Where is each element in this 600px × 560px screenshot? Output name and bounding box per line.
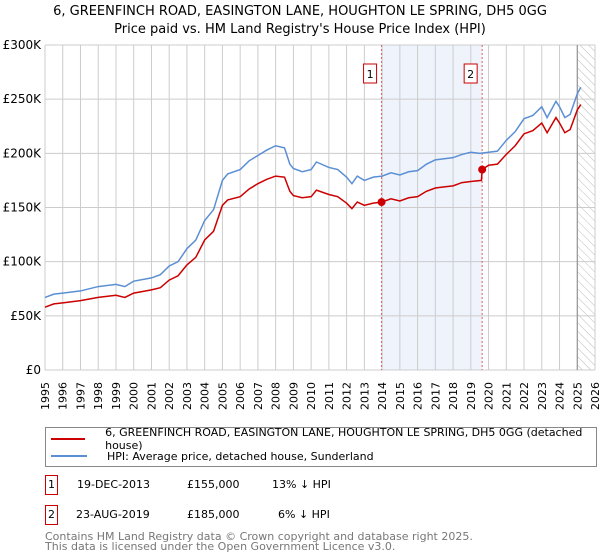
y-tick-label: £200K [3,146,43,160]
x-tick-label: 2011 [323,382,336,410]
y-tick-label: £100K [3,255,43,269]
transaction-price: £155,000 [187,478,240,491]
price-chart: 1995 1996 1997 1998 1999 2000 2001 2002 2003 2004… [3,38,600,410]
x-tick-label: 2001 [145,382,158,410]
x-tick-label: 2022 [518,382,531,410]
transaction-row: 1 19-DEC-2013 £155,000 13% ↓ HPI [45,475,545,495]
x-tick-label: 2020 [483,382,496,410]
transaction-hpi-diff: 6% ↓ HPI [278,508,330,521]
x-tick-label: 2014 [376,382,389,410]
y-tick-label: £50K [10,309,42,323]
x-tick-label: 2006 [234,382,247,410]
x-tick-label: 2024 [554,382,567,410]
x-tick-label: 2016 [412,382,425,410]
x-tick-label: 2010 [305,382,318,410]
x-tick-label: 2007 [252,382,265,410]
sale-point [478,165,487,174]
x-tick-label: 2002 [163,382,176,410]
x-tick-label: 2019 [465,382,478,410]
x-tick-label: 2023 [536,382,549,410]
transaction-date: 23-AUG-2019 [76,508,150,521]
legend: 6, GREENFINCH ROAD, EASINGTON LANE, HOUG… [45,426,597,467]
x-tick-label: 2017 [429,382,442,410]
sale-marker-box [463,63,478,84]
transaction-price: £185,000 [187,508,240,521]
hpi-line [44,86,582,299]
x-tick-label: 1999 [110,382,123,410]
x-tick-label: 1995 [39,382,52,410]
sale-marker-label: 1 [367,68,374,81]
x-tick-label: 1997 [74,382,87,410]
transaction-hpi-diff: 13% ↓ HPI [272,478,331,491]
x-tick-label: 2009 [287,382,300,410]
x-tick-label: 2026 [589,382,600,410]
y-tick-label: £300K [3,38,43,52]
chart-title: 6, GREENFINCH ROAD, EASINGTON LANE, HOUG… [53,4,547,19]
x-tick-label: 2025 [571,382,584,410]
legend-hpi-label: HPI: Average price, detached house, Sund… [107,449,374,463]
y-tick-label: £0 [26,363,41,377]
x-tick-label: 2015 [394,382,407,410]
footer-licence: This data is licensed under the Open Gov… [45,540,396,553]
x-tick-label: 2012 [341,382,354,410]
y-tick-label: £250K [3,92,43,106]
x-tick-label: 2005 [216,382,229,410]
x-tick-label: 2000 [128,382,141,410]
x-tick-label: 1998 [92,382,105,410]
legend-property-swatch [51,438,86,440]
x-tick-label: 1996 [57,382,70,410]
legend-property-label: 6, GREENFINCH ROAD, EASINGTON LANE, HOUG… [105,426,583,452]
chart-subtitle: Price paid vs. HM Land Registry's House … [114,22,486,37]
transaction-number: 2 [45,505,58,525]
sale-marker-box [363,63,378,84]
sale-marker-label: 2 [467,68,474,81]
y-tick-label: £150K [3,201,43,215]
property-line [44,104,582,308]
x-tick-label: 2021 [500,382,513,410]
sale-point [377,198,386,207]
transaction-number: 1 [45,475,58,495]
legend-hpi-swatch [51,455,87,457]
x-tick-label: 2018 [447,382,460,410]
x-tick-label: 2013 [358,382,371,410]
transaction-row: 2 23-AUG-2019 £185,000 6% ↓ HPI [45,505,545,525]
x-tick-label: 2008 [270,382,283,410]
transaction-date: 19-DEC-2013 [77,478,151,491]
x-tick-label: 2003 [181,382,194,410]
footer-copyright: Contains HM Land Registry data © Crown c… [45,530,473,543]
x-tick-label: 2004 [199,382,212,410]
